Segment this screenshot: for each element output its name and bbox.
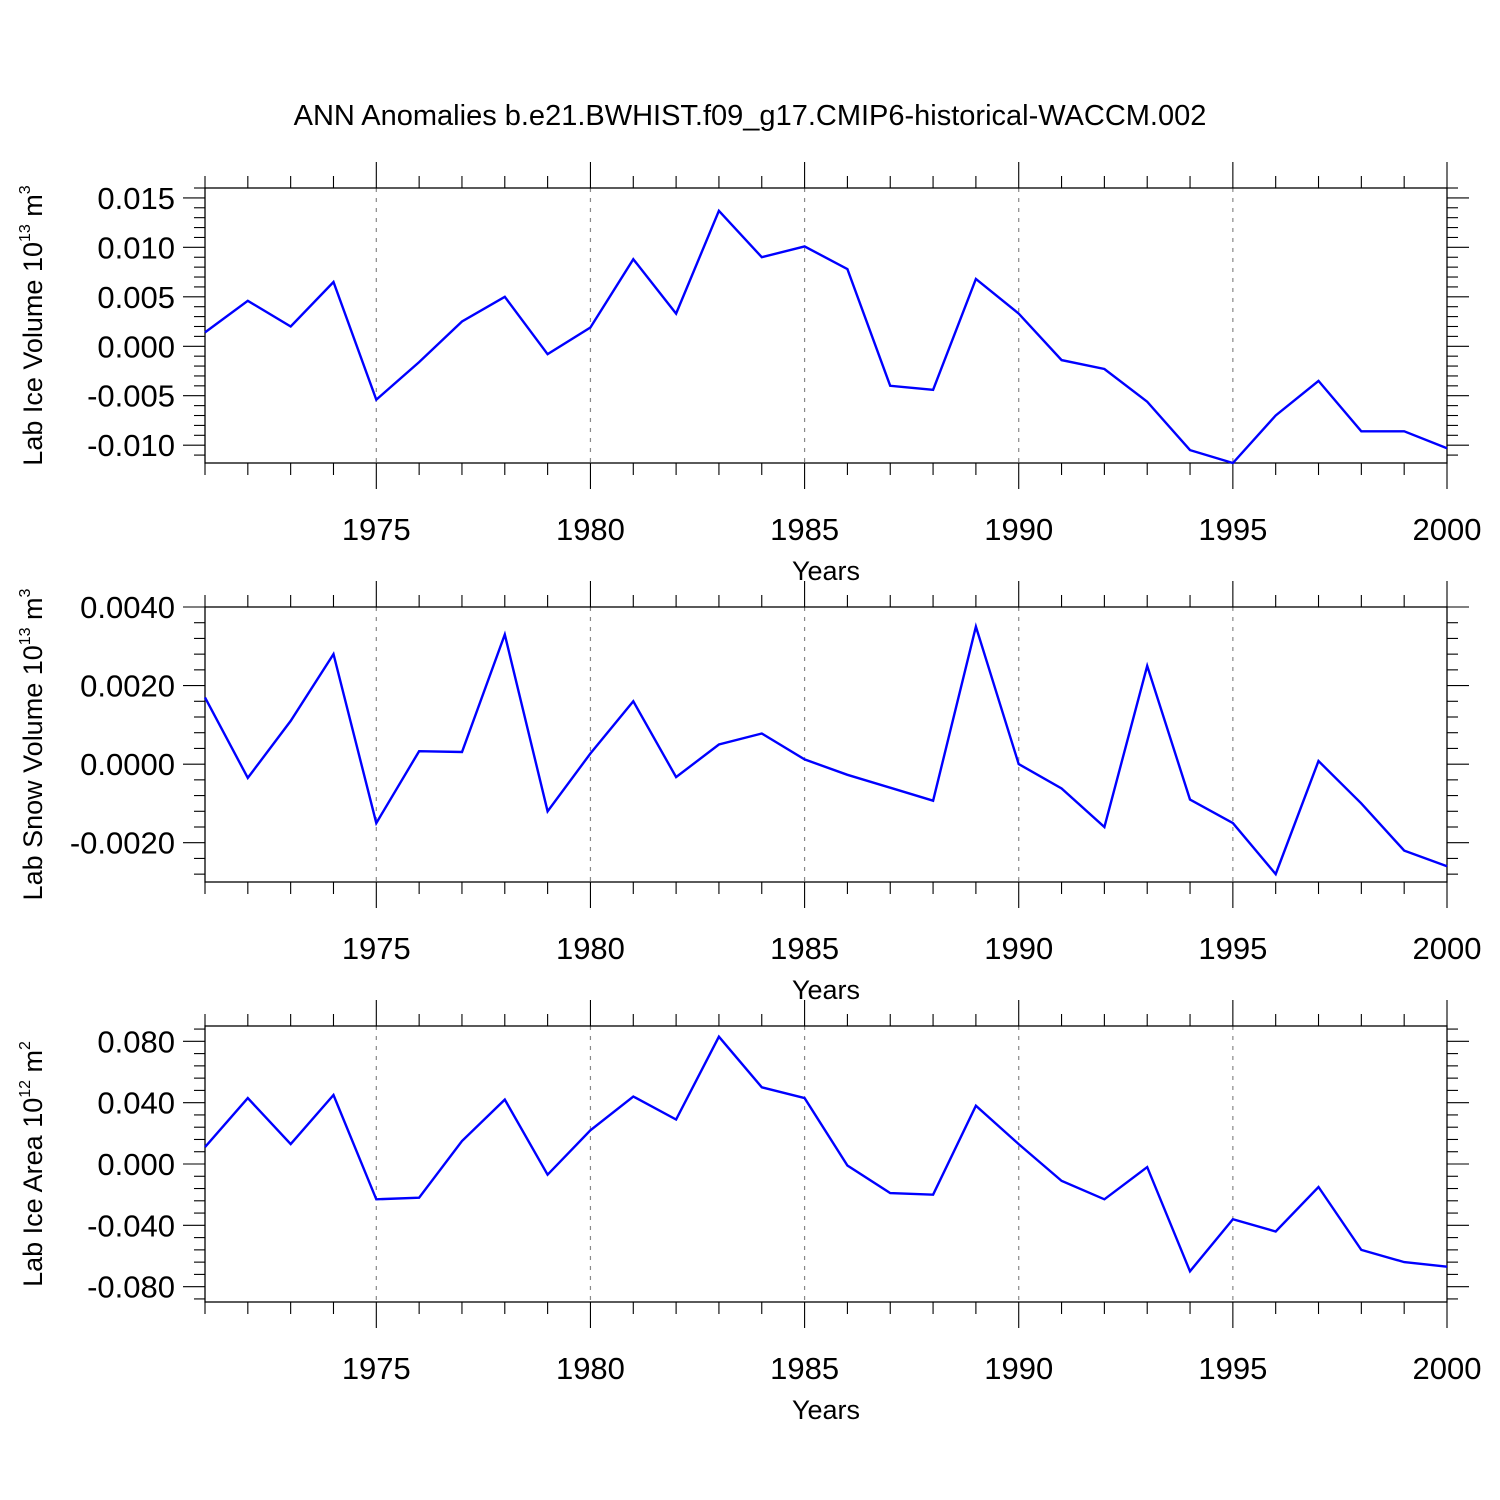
y-tick-label: -0.010 <box>87 428 175 463</box>
y-tick-label: 0.0040 <box>80 590 175 625</box>
x-tick-label: 1985 <box>770 1351 839 1386</box>
y-tick-label: 0.005 <box>97 280 175 315</box>
x-tick-label: 1975 <box>342 512 411 547</box>
y-tick-label: -0.040 <box>87 1208 175 1243</box>
plot-frame <box>204 1025 1448 1303</box>
x-tick-label: 2000 <box>1413 1351 1482 1386</box>
x-tick-label: 1995 <box>1198 512 1267 547</box>
y-tick-label: 0.000 <box>97 329 175 364</box>
y-tick-label: 0.040 <box>97 1086 175 1121</box>
y-tick-label: 0.010 <box>97 230 175 265</box>
y-tick-label: 0.015 <box>97 181 175 216</box>
y-tick-label: -0.005 <box>87 379 175 414</box>
x-tick-label: 1995 <box>1198 931 1267 966</box>
y-axis-title: Lab Snow Volume 1013 m3 <box>17 588 48 900</box>
plot-frame <box>204 187 1448 464</box>
panel-2: -0.0020 0.0000 0.0020 0.0040 1975 1980 1985 199… <box>17 581 1481 1005</box>
x-tick-label: 1980 <box>556 931 625 966</box>
series-line <box>204 208 1448 465</box>
panel-3: -0.080 -0.040 0.000 0.040 0.080 1975 1980 1985 1… <box>17 1000 1481 1425</box>
x-tick-label: 2000 <box>1413 931 1482 966</box>
x-tick-label: 1990 <box>984 512 1053 547</box>
x-tick-label: 1975 <box>342 1351 411 1386</box>
x-tick-label: 2000 <box>1413 512 1482 547</box>
x-tick-label: 1985 <box>770 512 839 547</box>
x-axis-title: Years <box>792 975 860 1005</box>
y-tick-label: 0.0020 <box>80 669 175 704</box>
x-axis-title: Years <box>792 1395 860 1425</box>
x-tick-label: 1990 <box>984 931 1053 966</box>
y-tick-label: -0.080 <box>87 1270 175 1305</box>
plot-frame <box>204 606 1448 883</box>
series-line <box>204 1034 1448 1274</box>
y-tick-label: 0.000 <box>97 1147 175 1182</box>
y-tick-label: 0.080 <box>97 1024 175 1059</box>
y-axis-title: Lab Ice Volume 1013 m3 <box>17 185 48 465</box>
series-line <box>203 622 1448 877</box>
x-axis-title: Years <box>792 556 860 586</box>
y-tick-label: -0.0020 <box>70 826 175 861</box>
y-axis-title: Lab Ice Area 1012 m2 <box>17 1041 48 1287</box>
x-tick-label: 1995 <box>1198 1351 1267 1386</box>
x-tick-label: 1985 <box>770 931 839 966</box>
x-tick-label: 1975 <box>342 931 411 966</box>
x-tick-label: 1980 <box>556 512 625 547</box>
x-tick-label: 1990 <box>984 1351 1053 1386</box>
panel-1: -0.010 -0.005 0.000 0.005 0.010 0.015 1975 1980… <box>17 162 1481 586</box>
chart-title: ANN Anomalies b.e21.BWHIST.f09_g17.CMIP6… <box>294 100 1207 132</box>
x-tick-label: 1980 <box>556 1351 625 1386</box>
y-tick-label: 0.0000 <box>80 747 175 782</box>
